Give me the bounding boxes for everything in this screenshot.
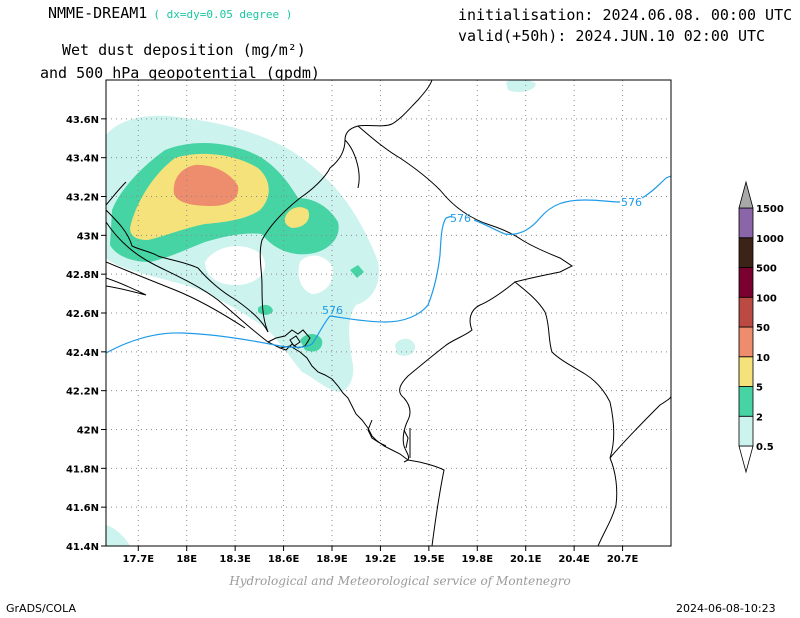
model-resolution: ( dx=dy=0.05 degree ) [153,8,293,21]
model-title: NMME-DREAM1 ( dx=dy=0.05 degree ) [48,4,292,22]
border-bih-cro [106,209,269,333]
legend-level-label: 500 [756,264,777,275]
lon-tick-label: 17.7E [123,554,155,565]
borders-coastline [106,80,671,546]
color-legend: 0.5 2 5 10 50 100 500 1000 1500 [738,180,784,474]
grid-lines [106,80,671,546]
legend-box [738,326,754,358]
legend-level-label: 100 [756,293,777,304]
border-mne-kosovo [399,281,516,421]
lat-tick-label: 41.4N [66,542,99,553]
model-name: NMME-DREAM1 [48,4,148,22]
coastline-bay-inner [289,335,301,347]
deposition-gap-2 [298,255,333,294]
lon-tick-label: 18.3E [219,554,251,565]
deposition-5-spot [284,207,310,228]
lon-tick-label: 19.5E [413,554,445,565]
footer-timestamp: 2024-06-08-10:23 [676,602,776,615]
lon-tick-label: 18.6E [268,554,300,565]
lat-tick-label: 43N [77,231,99,242]
legend-level-label: 2 [756,412,763,423]
deposition-0.5-corner [106,525,130,546]
lat-tick-label: 42.8N [66,270,99,281]
lon-tick-label: 19.8E [462,554,494,565]
lon-tick-label: 20.7E [607,554,639,565]
border-bih-mne [259,80,433,333]
coastline [106,221,409,461]
lon-tick-label: 18.9E [316,554,348,565]
legend-level-label: 10 [756,353,770,364]
lat-tick-label: 41.6N [66,503,99,514]
lat-tick-label: 43.6N [66,115,99,126]
geopotential-contour-576 [106,175,671,354]
contour-label-576-a: 576 [450,212,471,225]
legend-level-label: 0.5 [756,442,774,453]
peninsula [106,277,147,296]
footer-software: GrADS/COLA [6,602,76,615]
contour-576-line [106,215,453,354]
lon-tick-label: 19.2E [365,554,397,565]
island-line [106,261,246,329]
latitude-axis: 43.6N 43.4N 43.2N 43N 42.8N 42.6N 42.4N 42.2N 42… [66,115,106,553]
dust-deposition-field [106,80,536,546]
border-bih-north [106,181,127,206]
border-alb-east [407,395,671,546]
deposition-2-spot-1 [350,265,364,278]
contour-label-576-c: 576 [322,304,343,317]
legend-level-label: 5 [756,383,763,394]
border-mne-alb [402,419,411,463]
coastline-bay [267,329,311,351]
legend-box [738,356,754,387]
legend-cap-low [738,445,754,474]
longitude-axis: 17.7E 18E 18.3E 18.6E 18.9E 19.2E 19.5E 19.8E 20… [123,546,639,565]
lat-tick-label: 42.2N [66,387,99,398]
legend-level-label: 1000 [756,234,784,245]
legend-box [738,415,754,447]
deposition-0.5-north [506,80,536,92]
contour-label-576-b: 576 [621,196,642,209]
deposition-0.5-island [395,338,416,356]
lat-tick-label: 42.4N [66,348,99,359]
initialisation-time: initialisation: 2024.06.08. 00:00 UTC [458,6,793,24]
legend-box [738,237,754,268]
legend-cap-high [738,180,754,209]
valid-time: valid(+50h): 2024.JUN.10 02:00 UTC [458,27,766,45]
map-title-line-2: and 500 hPa geopotential (gpdm) [40,64,320,82]
deposition-2-spot-3 [258,304,273,315]
lat-tick-label: 43.2N [66,193,99,204]
legend-box [738,267,754,298]
lon-tick-label: 18E [176,554,197,565]
contour-576-line-east [641,175,671,199]
lat-tick-label: 42.6N [66,309,99,320]
border-mne-srb [344,125,615,459]
lat-tick-label: 42N [77,426,99,437]
lon-tick-label: 20.4E [558,554,590,565]
lon-tick-label: 20.1E [510,554,542,565]
legend-box [738,386,754,417]
legend-box [738,207,754,239]
credit-line: Hydrological and Meteorological service … [229,574,571,588]
deposition-10-area [173,164,239,206]
legend-level-label: 1500 [756,204,784,215]
lat-tick-label: 41.8N [66,464,99,475]
deposition-2-spot-2 [300,334,323,352]
contour-576-line-mid [473,199,621,235]
legend-level-label: 50 [756,323,770,334]
lake-shore [367,419,409,449]
lat-tick-label: 43.4N [66,154,99,165]
map-title-line-1: Wet dust deposition (mg/m²) [62,41,306,59]
legend-box [738,296,754,328]
